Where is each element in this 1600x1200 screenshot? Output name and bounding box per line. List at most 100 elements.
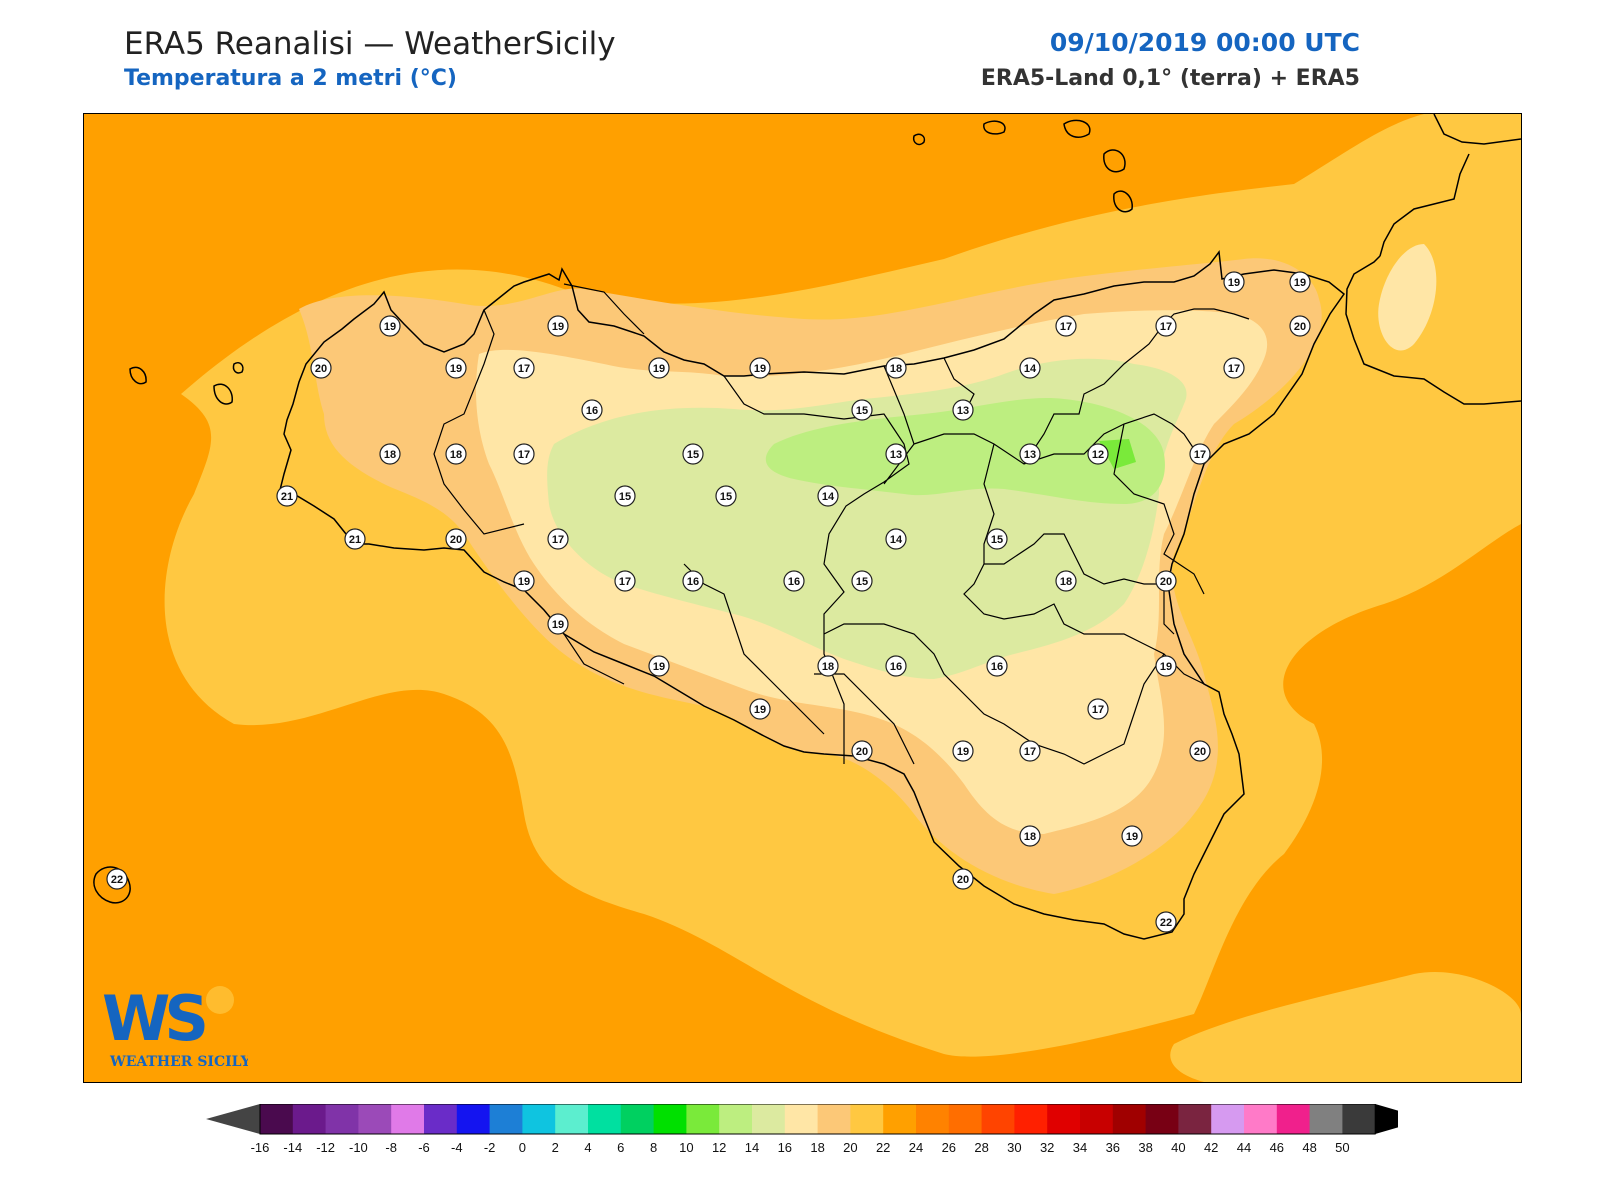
- station-value: 18: [822, 661, 834, 673]
- egadi-islands: [129, 361, 244, 405]
- station-value: 19: [1126, 831, 1138, 843]
- colorbar-swatch: [1276, 1104, 1311, 1134]
- colorbar-tick-label: 16: [778, 1140, 792, 1155]
- station-marker: 17: [1155, 315, 1177, 337]
- colorbar-tick-label: 26: [942, 1140, 956, 1155]
- station-circle: [851, 570, 873, 592]
- colorbar-swatch: [916, 1104, 950, 1134]
- colorbar-tick-label: 42: [1204, 1140, 1218, 1155]
- colorbar-tick-label: 50: [1335, 1140, 1349, 1155]
- colorbar-frame: [259, 1104, 1376, 1135]
- station-value: 21: [349, 534, 361, 546]
- temperature-colorbar: -16 -14 -12 -10 -8 -6 -4 -2 0 2 4 6 8 10 12 14 16 18 20 22 2…: [206, 1104, 1398, 1155]
- station-value: 17: [1194, 449, 1206, 461]
- station-circle: [1055, 315, 1077, 337]
- station-circle: [1087, 443, 1109, 465]
- station-marker: 18: [1019, 825, 1041, 847]
- station-value: 17: [518, 449, 530, 461]
- colorbar-swatch: [456, 1104, 491, 1134]
- data-source: ERA5-Land 0,1° (terra) + ERA5: [980, 66, 1360, 91]
- station-marker: 18: [1055, 570, 1077, 592]
- colorbar-swatch: [883, 1104, 917, 1134]
- station-marker: 15: [682, 443, 704, 465]
- colorbar-swatch: [752, 1104, 786, 1134]
- station-marker: 20: [445, 528, 467, 550]
- station-value: 17: [518, 363, 530, 375]
- station-value: 20: [957, 874, 969, 886]
- colorbar-swatch: [850, 1104, 884, 1134]
- station-circle: [344, 528, 366, 550]
- colorbar-swatch: [292, 1104, 327, 1134]
- colorbar-swatch: [653, 1104, 687, 1134]
- colorbar-under-arrow: [206, 1104, 260, 1134]
- station-circle: [513, 570, 535, 592]
- colorbar-swatch: [981, 1104, 1015, 1134]
- station-circle: [1155, 911, 1177, 933]
- station-marker: 13: [885, 443, 907, 465]
- station-value: 16: [788, 576, 800, 588]
- station-circle: [986, 655, 1008, 677]
- station-value: 19: [384, 321, 396, 333]
- contour-16-18-calabria: [1378, 244, 1437, 351]
- station-marker: 17: [1055, 315, 1077, 337]
- station-marker: 20: [1155, 570, 1177, 592]
- station-marker: 17: [513, 357, 535, 379]
- station-circle: [1019, 443, 1041, 465]
- station-marker: 14: [817, 485, 839, 507]
- station-value: 14: [822, 491, 835, 503]
- colorbar-tick-label: 38: [1138, 1140, 1152, 1155]
- colorbar-tick-label: 2: [552, 1140, 559, 1155]
- station-marker: 21: [344, 528, 366, 550]
- station-value: 20: [315, 363, 327, 375]
- station-circle: [851, 740, 873, 762]
- colorbar-tick-label: 46: [1270, 1140, 1284, 1155]
- colorbar-swatches: [206, 1104, 1398, 1135]
- colorbar-swatch: [1014, 1104, 1048, 1134]
- colorbar-swatch: [325, 1104, 359, 1134]
- colorbar-tick-label: 24: [909, 1140, 923, 1155]
- station-circle: [445, 443, 467, 465]
- station-marker: 13: [952, 399, 974, 421]
- station-circle: [614, 570, 636, 592]
- station-circle: [1019, 825, 1041, 847]
- station-marker: 14: [1019, 357, 1041, 379]
- station-circle: [614, 485, 636, 507]
- station-circle: [1055, 570, 1077, 592]
- colorbar-tick-label: 48: [1302, 1140, 1316, 1155]
- colorbar-swatch: [1112, 1104, 1147, 1134]
- station-circle: [1223, 357, 1245, 379]
- station-value: 12: [1092, 449, 1104, 461]
- colorbar-tick-label: 18: [810, 1140, 824, 1155]
- station-marker: 19: [1223, 271, 1245, 293]
- colorbar-tick-label: 34: [1073, 1140, 1087, 1155]
- station-marker: 18: [817, 655, 839, 677]
- logo-mark: WS: [102, 982, 205, 1055]
- station-marker: 17: [1189, 443, 1211, 465]
- colorbar-swatch: [1145, 1104, 1179, 1134]
- station-circle: [1087, 698, 1109, 720]
- colorbar-swatch: [784, 1104, 819, 1134]
- station-marker: 16: [783, 570, 805, 592]
- station-circle: [1155, 315, 1177, 337]
- station-value: 15: [991, 534, 1003, 546]
- station-marker: 21: [276, 485, 298, 507]
- colorbar-tick-label: -2: [484, 1140, 496, 1155]
- station-circle: [276, 485, 298, 507]
- pantelleria-island: [93, 866, 131, 904]
- colorbar-tick-label: 0: [519, 1140, 526, 1155]
- station-circle: [513, 357, 535, 379]
- station-marker: 14: [885, 528, 907, 550]
- colorbar-tick-label: 6: [617, 1140, 624, 1155]
- station-value: 18: [1024, 831, 1036, 843]
- station-value: 19: [552, 321, 564, 333]
- colorbar-swatch: [1047, 1104, 1081, 1134]
- station-marker: 19: [749, 357, 771, 379]
- station-marker: 22: [106, 868, 128, 890]
- station-value: 19: [653, 661, 665, 673]
- station-circle: [379, 443, 401, 465]
- station-marker: 17: [513, 443, 535, 465]
- colorbar-tick-label: 40: [1171, 1140, 1185, 1155]
- logo-caption: WEATHER SICILY: [109, 1054, 248, 1070]
- station-marker: 16: [682, 570, 704, 592]
- station-value: 22: [111, 874, 123, 886]
